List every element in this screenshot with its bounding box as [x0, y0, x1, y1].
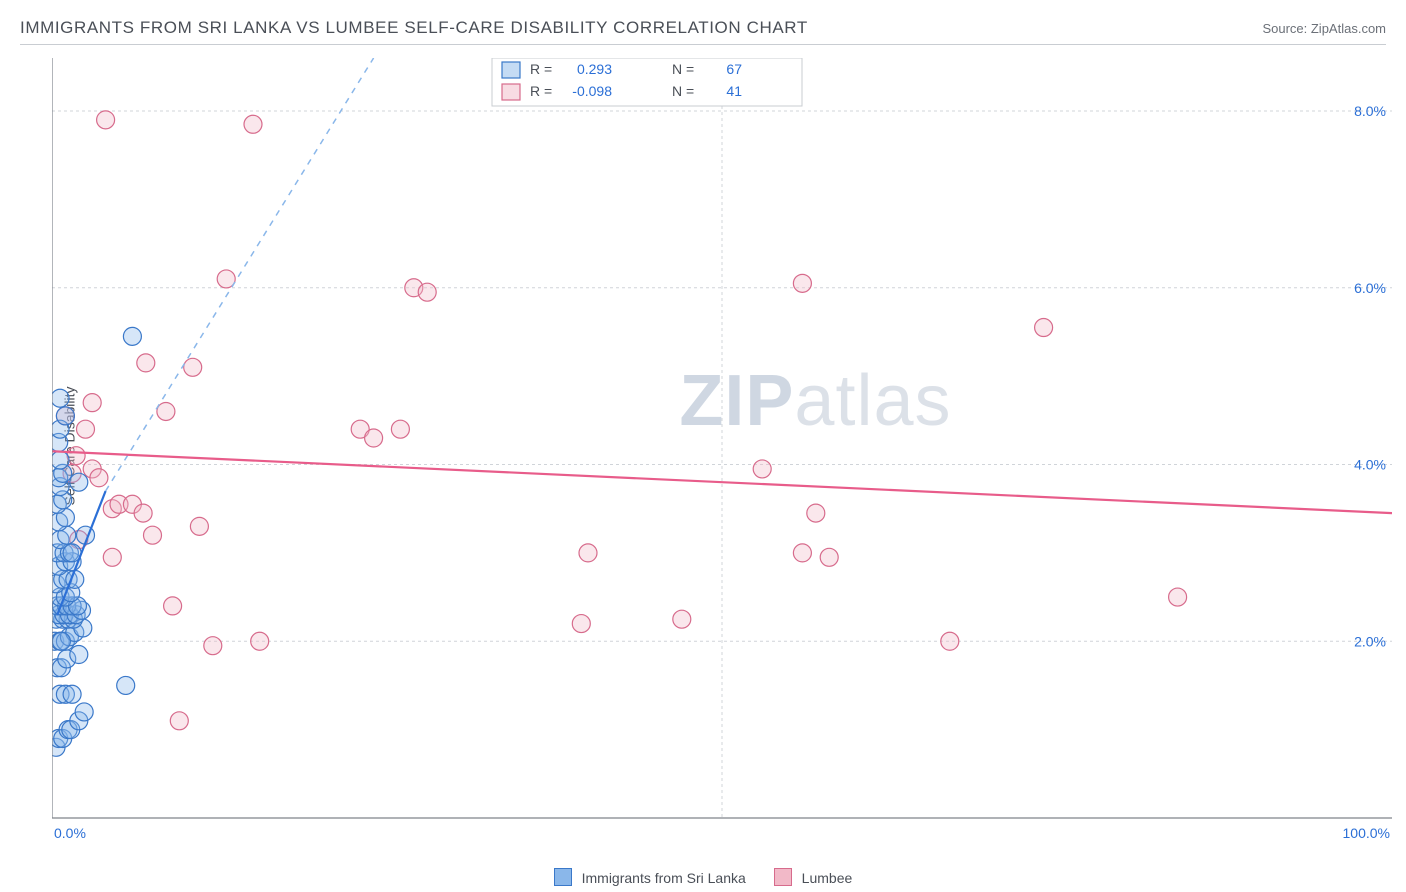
svg-text:-0.098: -0.098 — [572, 83, 612, 99]
data-point — [793, 544, 811, 562]
trend-line-dashed — [106, 58, 374, 491]
data-point — [103, 548, 121, 566]
data-point — [793, 274, 811, 292]
plot-svg: 2.0% 4.0% 6.0% 8.0% 0.0% 100.0% R = 0.293 N = 67… — [52, 58, 1392, 840]
svg-text:R =: R = — [530, 61, 552, 77]
svg-text:N =: N = — [672, 83, 694, 99]
legend-item-lumbee: Lumbee — [774, 868, 852, 886]
data-point — [244, 115, 262, 133]
data-point — [807, 504, 825, 522]
data-point — [117, 676, 135, 694]
header: IMMIGRANTS FROM SRI LANKA VS LUMBEE SELF… — [20, 18, 1386, 45]
data-point — [144, 526, 162, 544]
data-point — [418, 283, 436, 301]
legend-label: Lumbee — [802, 870, 853, 886]
data-point — [123, 327, 141, 345]
source-label: Source: ZipAtlas.com — [1262, 21, 1386, 36]
svg-text:R =: R = — [530, 83, 552, 99]
data-point — [164, 597, 182, 615]
data-point — [204, 637, 222, 655]
legend-item-sri-lanka: Immigrants from Sri Lanka — [554, 868, 746, 886]
chart-title: IMMIGRANTS FROM SRI LANKA VS LUMBEE SELF… — [20, 18, 808, 38]
data-point — [579, 544, 597, 562]
data-point — [70, 473, 88, 491]
data-point — [941, 632, 959, 650]
data-point — [97, 111, 115, 129]
data-point — [170, 712, 188, 730]
svg-text:8.0%: 8.0% — [1354, 103, 1386, 119]
data-point — [77, 420, 95, 438]
data-point — [83, 394, 101, 412]
data-point — [52, 451, 69, 469]
data-point — [1035, 319, 1053, 337]
data-point — [190, 517, 208, 535]
svg-text:67: 67 — [726, 61, 742, 77]
data-point — [391, 420, 409, 438]
data-point — [753, 460, 771, 478]
data-point — [63, 685, 81, 703]
svg-text:2.0%: 2.0% — [1354, 633, 1386, 649]
svg-text:6.0%: 6.0% — [1354, 280, 1386, 296]
svg-text:4.0%: 4.0% — [1354, 457, 1386, 473]
bottom-legend: Immigrants from Sri Lanka Lumbee — [0, 868, 1406, 886]
data-point — [137, 354, 155, 372]
legend-swatch-icon — [774, 868, 792, 886]
data-point — [251, 632, 269, 650]
svg-text:100.0%: 100.0% — [1343, 825, 1390, 840]
data-point — [820, 548, 838, 566]
data-point — [52, 632, 70, 650]
data-point — [90, 469, 108, 487]
data-point — [184, 358, 202, 376]
data-point — [365, 429, 383, 447]
data-point — [56, 407, 74, 425]
data-point — [75, 703, 93, 721]
data-point — [52, 389, 69, 407]
data-point — [67, 447, 85, 465]
svg-text:0.0%: 0.0% — [54, 825, 86, 840]
legend-swatch-icon — [554, 868, 572, 886]
data-point — [1169, 588, 1187, 606]
svg-text:N =: N = — [672, 61, 694, 77]
data-point — [572, 615, 590, 633]
legend-label: Immigrants from Sri Lanka — [582, 870, 746, 886]
scatter-plot: 2.0% 4.0% 6.0% 8.0% 0.0% 100.0% R = 0.293 N = 67… — [52, 58, 1392, 840]
legend-swatch-icon — [502, 84, 520, 100]
data-point — [134, 504, 152, 522]
svg-text:41: 41 — [726, 83, 742, 99]
data-point — [70, 646, 88, 664]
legend-swatch-icon — [502, 62, 520, 78]
svg-text:0.293: 0.293 — [577, 61, 612, 77]
data-point — [673, 610, 691, 628]
